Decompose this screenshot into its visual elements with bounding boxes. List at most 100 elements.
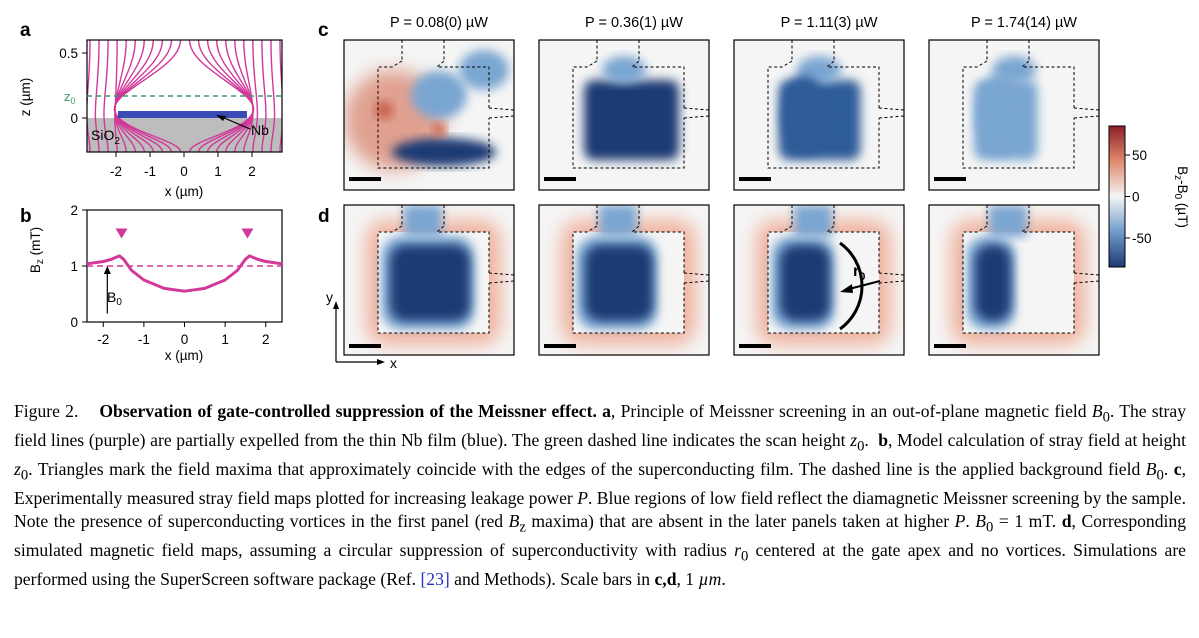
b0-arrow-head	[103, 266, 111, 274]
lead-outline	[791, 40, 835, 61]
device-outline	[377, 225, 490, 334]
colorbar-ticks: 50 0 -50	[1125, 148, 1152, 246]
scale-bar	[934, 177, 966, 181]
map-frame	[733, 39, 905, 191]
b-xlabel: x (µm)	[165, 348, 204, 363]
lead-outline	[986, 205, 1030, 226]
field-line	[94, 40, 100, 152]
b-xtick-label: -1	[138, 332, 150, 347]
figure: a Nb SiO2 z0 0.5 0 z (µm) -2 -1 0 1 2 x (µm)…	[18, 15, 1190, 371]
lead-region	[404, 205, 442, 237]
c-map-1	[343, 39, 515, 191]
d-map-content	[539, 205, 709, 355]
field-maps	[343, 39, 1100, 356]
c-map-content	[734, 40, 904, 190]
lead-outline	[596, 40, 640, 61]
b-xtick-label: 0	[181, 332, 189, 347]
gate-outline	[683, 272, 709, 284]
a-xtick-label: -1	[144, 164, 156, 179]
map-frame	[928, 39, 1100, 191]
gate-outline	[878, 272, 904, 284]
map-frame	[343, 39, 515, 191]
scale-bar	[934, 344, 966, 348]
screening-region	[585, 245, 653, 321]
map-frame	[538, 39, 710, 191]
screening-region	[975, 245, 1011, 321]
c-map-2	[538, 39, 710, 191]
a-ytick: 0	[70, 111, 78, 126]
b-ylabel: Bz (mT)	[28, 227, 46, 273]
lead-region	[599, 205, 637, 237]
a-ytick: 0.5	[59, 46, 78, 61]
c-title-4: P = 1.74(14) µW	[971, 15, 1077, 31]
nb-film	[118, 111, 247, 118]
scale-bar	[349, 177, 381, 181]
colorbar-label: Bz-B0 (µT)	[1172, 166, 1190, 228]
lead-outline	[401, 40, 445, 61]
low-field	[459, 50, 509, 90]
screening-region	[390, 245, 470, 321]
d-map-content	[929, 205, 1099, 355]
field-line	[270, 40, 276, 152]
scale-bar	[544, 344, 576, 348]
screening-core	[977, 75, 1021, 155]
figure-caption: Figure 2. Observation of gate-controlled…	[14, 401, 1187, 590]
nb-pointer	[221, 116, 251, 130]
scale-bar	[349, 344, 381, 348]
c-map-content	[539, 40, 709, 190]
a-xlabel: x (µm)	[165, 184, 204, 199]
c-map-content	[929, 40, 1099, 190]
b-ytick-label: 2	[70, 203, 78, 218]
bz-curve	[86, 254, 283, 293]
colorbar-tick-label: 50	[1132, 148, 1147, 163]
screening-core	[782, 75, 826, 155]
device-outline	[767, 225, 880, 334]
c-title-1: P = 0.08(0) µW	[390, 15, 488, 31]
device-outline	[962, 225, 1075, 334]
gate-outline	[683, 107, 709, 119]
citation-link[interactable]: [23]	[420, 569, 450, 590]
vortex	[375, 101, 393, 119]
lead-region	[794, 205, 832, 237]
x-axis-label: x	[390, 355, 397, 371]
d-map-4	[928, 204, 1100, 356]
low-field	[411, 71, 467, 119]
map-frame	[538, 204, 710, 356]
map-frame	[343, 204, 515, 356]
field-line	[252, 40, 259, 152]
map-frame	[928, 204, 1100, 356]
screening-region	[780, 245, 830, 321]
gate-outline	[1073, 107, 1099, 119]
device-outline	[962, 60, 1075, 169]
gate-outline	[878, 107, 904, 119]
device-outline	[377, 60, 490, 169]
field-line	[103, 40, 109, 152]
device-outline	[572, 60, 685, 169]
a-xticks: -2 -1 0 1 2	[110, 152, 256, 179]
d-map-content	[734, 205, 904, 355]
a-xtick-label: 2	[248, 164, 256, 179]
screening-region	[584, 80, 679, 160]
field-line	[87, 40, 91, 152]
a-xtick-label: -2	[110, 164, 122, 179]
y-axis-label: y	[326, 289, 333, 305]
z0-label: z0	[64, 89, 76, 106]
scale-bar	[739, 344, 771, 348]
field-lines	[87, 40, 282, 152]
nb-pointer-head	[216, 115, 226, 121]
device-outline	[572, 225, 685, 334]
gate-outline	[1073, 272, 1099, 284]
a-ylabel: z (µm)	[18, 78, 33, 117]
colorbar-tick-label: -50	[1132, 231, 1152, 246]
panel-c-label: c	[318, 20, 329, 41]
c-title-3: P = 1.11(3) µW	[781, 15, 878, 31]
maximum-triangle	[115, 228, 128, 239]
panel-a-label: a	[20, 20, 31, 41]
substrate-label: SiO2	[91, 127, 120, 147]
maximum-triangle	[241, 228, 254, 239]
a-xtick-label: 1	[214, 164, 222, 179]
device-outline	[767, 60, 880, 169]
d-map-1	[343, 204, 515, 356]
lead-outline	[596, 205, 640, 226]
a-xtick-label: 0	[180, 164, 188, 179]
